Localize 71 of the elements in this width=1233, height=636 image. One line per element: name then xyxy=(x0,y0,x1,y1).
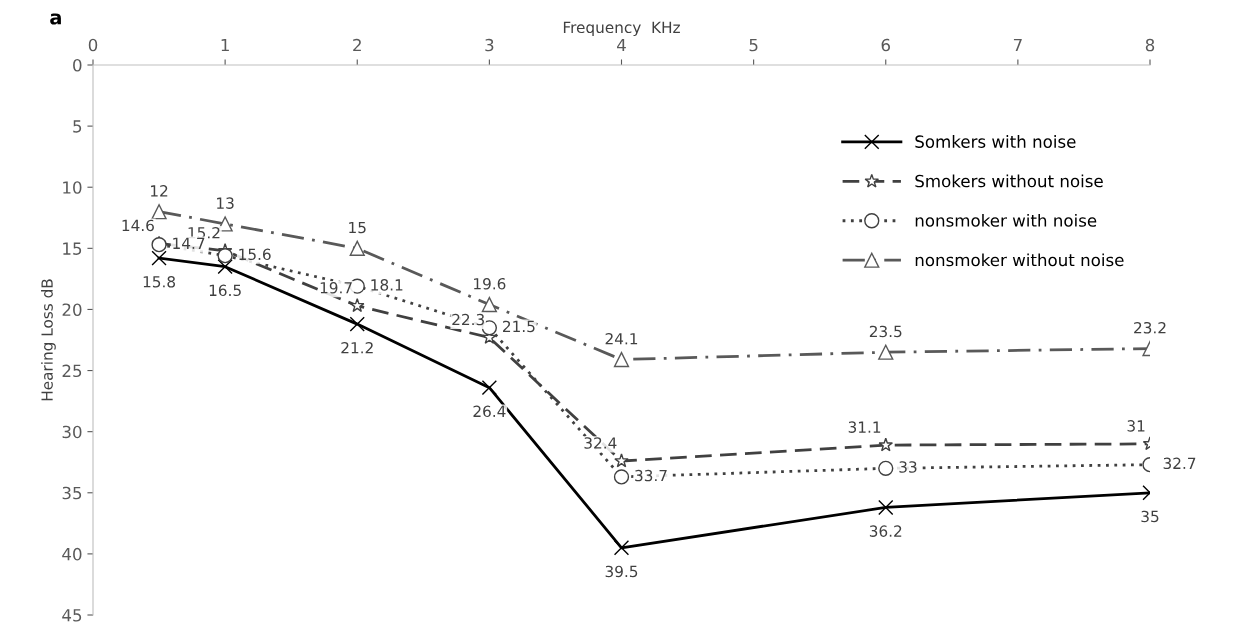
data-label: 23.5 xyxy=(869,325,902,338)
legend-label: Smokers without noise xyxy=(915,174,1103,188)
point xyxy=(613,351,630,368)
x-tick-label: 0 xyxy=(88,38,98,52)
data-label: 35 xyxy=(1141,510,1159,523)
point xyxy=(349,298,365,313)
data-label: 12 xyxy=(151,185,168,197)
data-label: 14.6 xyxy=(122,219,154,232)
point xyxy=(481,296,498,313)
data-label: 23.2 xyxy=(1134,321,1166,334)
x-tick-label: 7 xyxy=(1013,38,1022,52)
point xyxy=(613,469,630,485)
data-label: 31.1 xyxy=(848,421,881,433)
point xyxy=(151,204,167,220)
data-label: 19.6 xyxy=(474,277,506,290)
x-tick-label: 5 xyxy=(749,38,758,52)
x-tick-label: 2 xyxy=(353,38,361,52)
point xyxy=(481,380,498,396)
data-label: 32.7 xyxy=(1163,457,1196,470)
data-label: 39.5 xyxy=(605,565,638,578)
point xyxy=(151,250,167,266)
legend-label: nonsmoker with noise xyxy=(915,213,1097,227)
chart-title: a xyxy=(50,13,61,25)
x-tick-label: 4 xyxy=(617,38,626,52)
point xyxy=(217,259,233,275)
data-label: 15.2 xyxy=(188,226,220,239)
data-label: 19.7 xyxy=(320,281,352,294)
point xyxy=(349,240,365,256)
data-label: 33 xyxy=(899,461,917,473)
x-tick-label: 3 xyxy=(485,38,494,52)
data-label: 21.5 xyxy=(502,320,535,333)
y-tick-label: 10 xyxy=(63,181,82,194)
data-label: 13 xyxy=(217,197,234,209)
x-tick-label: 6 xyxy=(881,38,890,52)
data-label: 26.4 xyxy=(473,405,506,418)
x-axis-title: Frequency KHz xyxy=(563,21,680,37)
y-tick-label: 20 xyxy=(62,303,82,317)
point xyxy=(613,540,630,556)
data-label: 22.3 xyxy=(452,313,484,326)
point xyxy=(614,453,629,468)
x-tick-label: 1 xyxy=(221,38,229,52)
legend-label: Somkers with noise xyxy=(915,135,1076,148)
point xyxy=(217,248,233,264)
point xyxy=(349,316,365,332)
data-label: 33.7 xyxy=(635,469,667,482)
point xyxy=(878,344,894,360)
point xyxy=(878,460,894,476)
y-axis-title: Hearing Loss dB xyxy=(41,279,56,401)
y-tick-label: 40 xyxy=(62,547,82,561)
data-label: 31 xyxy=(1127,420,1145,432)
data-label: 21.2 xyxy=(341,341,373,354)
data-label: 32.4 xyxy=(584,437,617,449)
x-tick-label: 8 xyxy=(1145,38,1155,52)
legend-label: nonsmoker without noise xyxy=(915,253,1124,267)
data-label: 15.6 xyxy=(239,248,271,261)
y-tick-label: 15 xyxy=(63,242,82,255)
data-label: 18.1 xyxy=(371,279,403,291)
y-tick-label: 25 xyxy=(62,364,82,378)
data-label: 24.1 xyxy=(605,332,638,345)
y-tick-label: 0 xyxy=(73,58,82,72)
point xyxy=(878,499,894,516)
data-label: 36.2 xyxy=(869,525,902,537)
data-label: 15.8 xyxy=(143,275,176,288)
point xyxy=(878,437,894,452)
data-label: 16.5 xyxy=(209,284,241,297)
data-label: 15 xyxy=(349,221,366,234)
y-tick-label: 35 xyxy=(62,486,82,500)
y-tick-label: 45 xyxy=(62,609,82,622)
y-tick-label: 5 xyxy=(73,120,82,133)
y-tick-label: 30 xyxy=(62,425,82,439)
data-label: 14.7 xyxy=(173,237,205,249)
